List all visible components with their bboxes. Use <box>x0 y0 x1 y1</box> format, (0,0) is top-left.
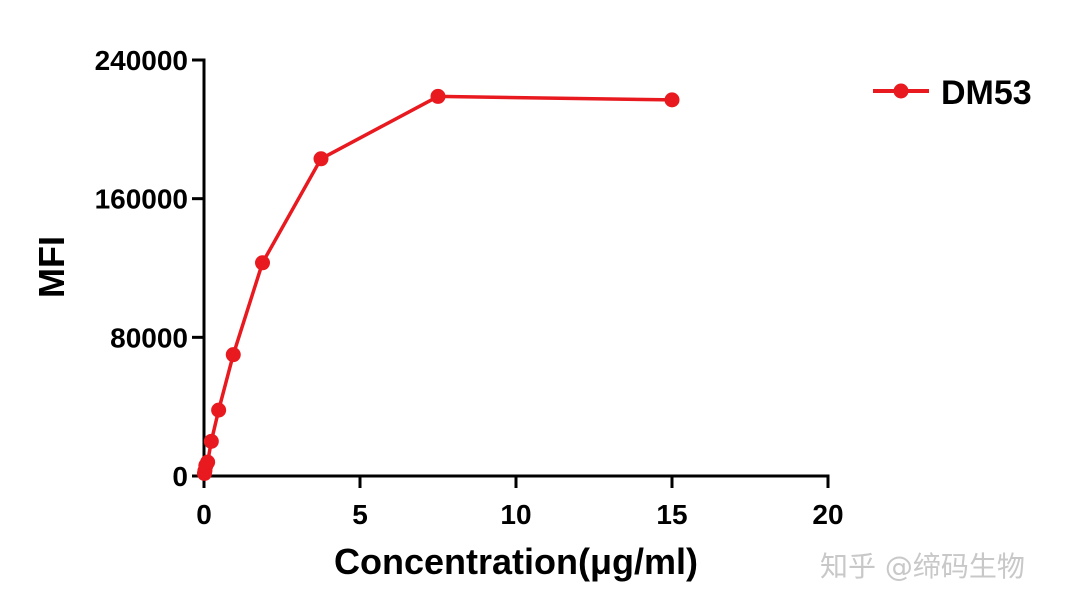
x-tick-label: 0 <box>196 499 212 530</box>
data-point <box>225 347 241 363</box>
data-point <box>430 88 446 104</box>
legend-marker-dm53 <box>893 83 909 99</box>
x-tick-label: 15 <box>656 499 687 530</box>
axes: 0 80000 160000 240000 0 5 10 15 20 <box>95 45 844 530</box>
data-point <box>203 433 219 449</box>
x-axis-title: Concentration(μg/ml) <box>334 541 698 582</box>
data-point <box>211 402 227 418</box>
data-point <box>664 92 680 108</box>
x-tick-label: 10 <box>500 499 531 530</box>
legend: DM53 <box>873 74 1032 112</box>
y-tick-label: 80000 <box>110 322 188 353</box>
x-tick-label: 5 <box>352 499 368 530</box>
data-point <box>200 454 216 470</box>
y-tick-label: 0 <box>172 461 188 492</box>
data-point <box>255 255 270 271</box>
y-tick-label: 240000 <box>95 45 188 76</box>
watermark: 知乎 @缔码生物 <box>820 550 1025 583</box>
legend-label-dm53: DM53 <box>941 74 1032 112</box>
series-line-dm53 <box>202 94 673 474</box>
data-point <box>313 151 329 167</box>
y-tick-label: 160000 <box>95 184 188 215</box>
series-layer <box>196 88 680 481</box>
x-tick-label: 20 <box>812 499 843 530</box>
y-axis-title: MFI <box>31 236 72 298</box>
